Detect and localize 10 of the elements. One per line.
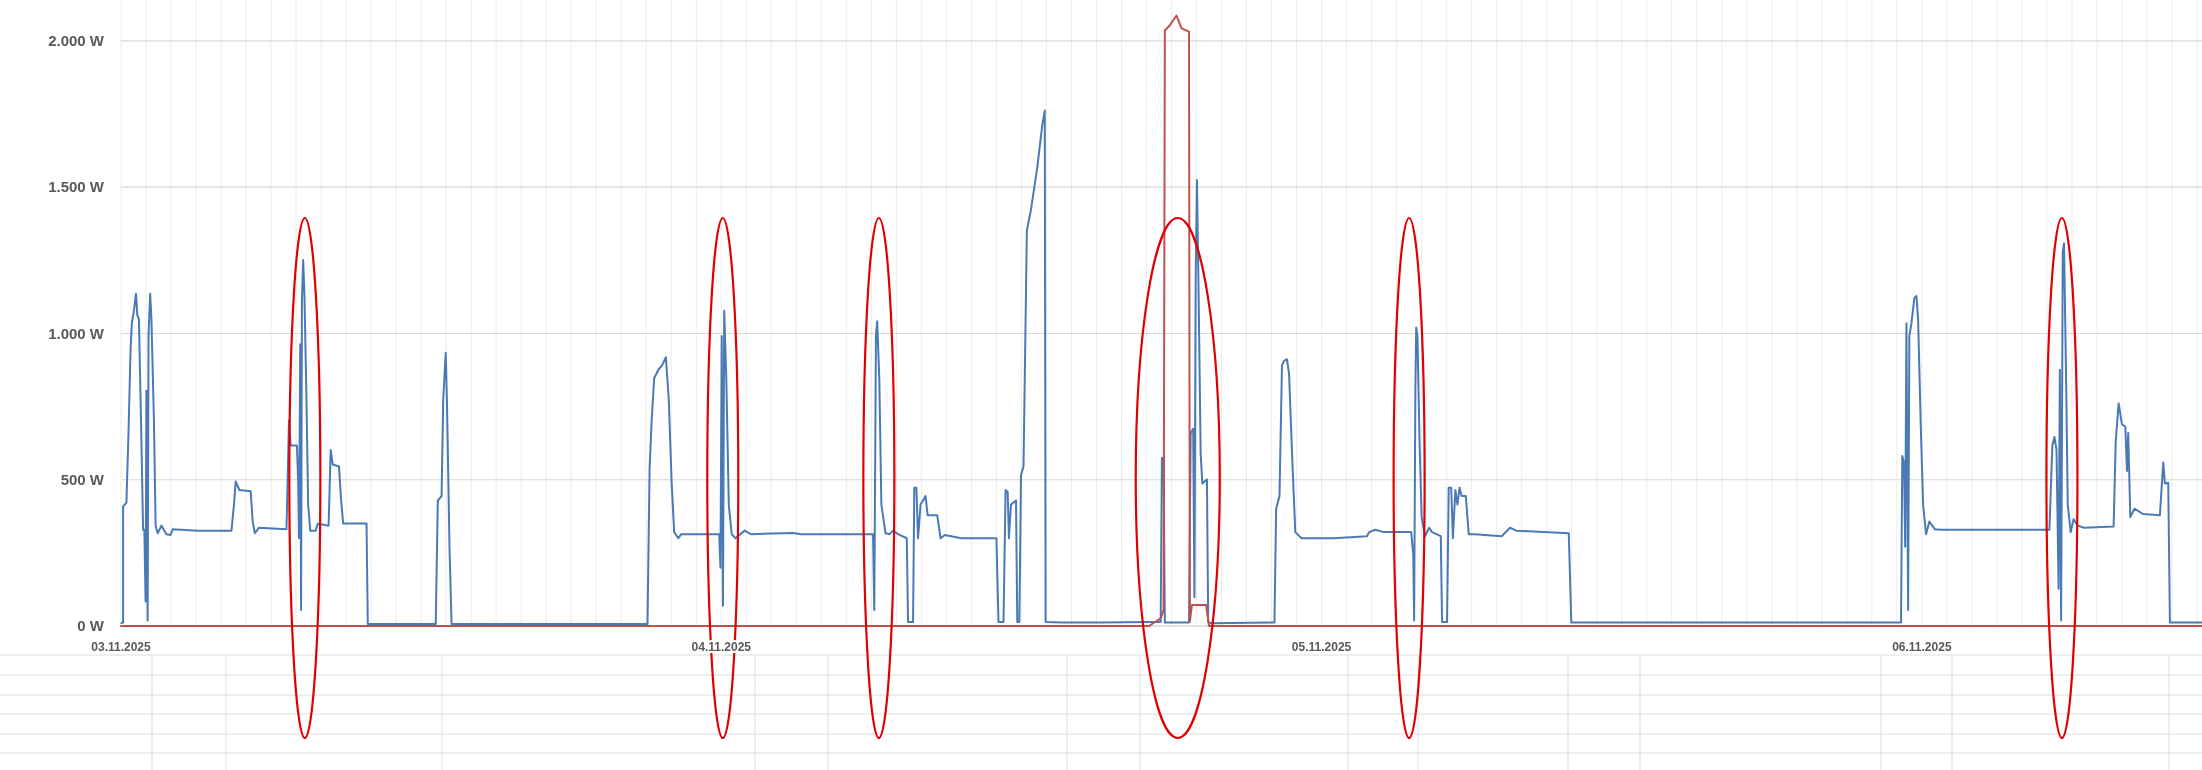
y-tick-label: 2.000 W <box>48 32 105 50</box>
y-tick-label: 1.000 W <box>48 324 105 342</box>
line-series <box>120 109 2202 625</box>
y-tick-label: 500 W <box>60 470 105 488</box>
y-tick-label: 1.500 W <box>48 178 105 196</box>
y-tick-label: 0 W <box>77 617 105 635</box>
x-tick-label: 05.11.2025 <box>1291 640 1352 655</box>
line-series <box>120 14 2202 627</box>
x-tick-label: 06.11.2025 <box>1892 640 1952 655</box>
x-tick-label: 03.11.2025 <box>91 640 152 655</box>
